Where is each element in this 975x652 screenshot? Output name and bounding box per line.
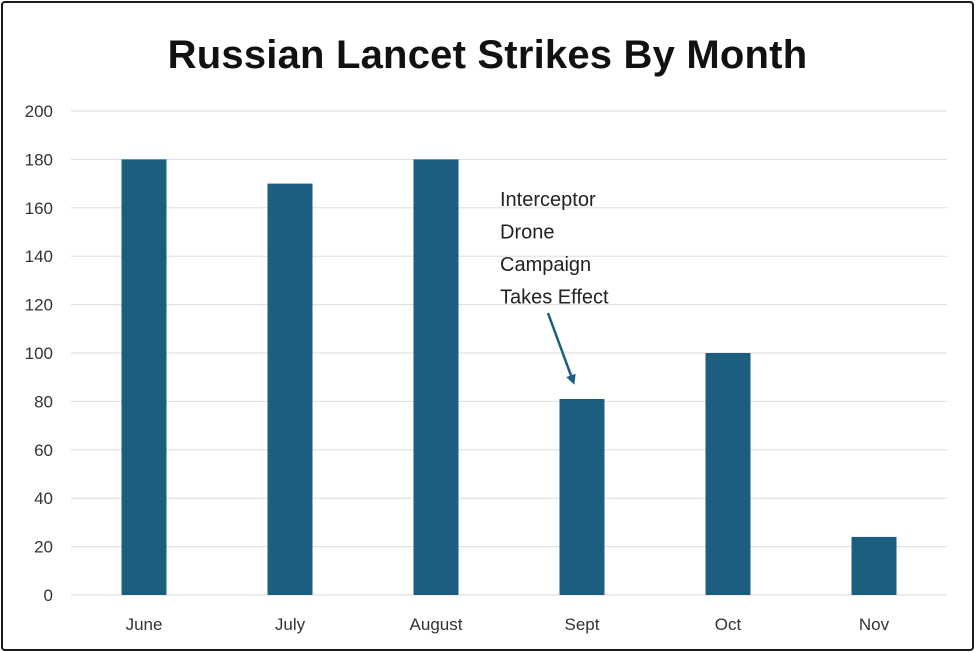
bar-oct xyxy=(705,353,751,595)
bars xyxy=(121,159,897,595)
y-tick-label: 180 xyxy=(25,150,53,169)
x-tick-label: Sept xyxy=(565,615,600,634)
bar-june xyxy=(121,159,167,595)
y-tick-label: 60 xyxy=(34,441,53,460)
y-tick-label: 200 xyxy=(25,102,53,121)
x-tick-label: Oct xyxy=(715,615,742,634)
annotation: Interceptor Drone Campaign Takes Effect xyxy=(500,189,609,385)
x-tick-label: June xyxy=(126,615,163,634)
y-tick-label: 100 xyxy=(25,344,53,363)
annotation-text-line: Campaign xyxy=(500,254,591,276)
x-tick-label: July xyxy=(275,615,306,634)
y-axis-ticks: 0 20 40 60 80 100 120 140 160 180 200 xyxy=(25,102,53,605)
y-tick-label: 20 xyxy=(34,538,53,557)
gridlines xyxy=(71,110,947,596)
y-tick-label: 160 xyxy=(25,199,53,218)
chart-title: Russian Lancet Strikes By Month xyxy=(167,33,808,77)
x-tick-label: Nov xyxy=(859,615,890,634)
bar-sept xyxy=(559,398,605,595)
bar-july xyxy=(267,183,313,595)
x-tick-label: August xyxy=(410,615,463,634)
y-tick-label: 80 xyxy=(34,392,53,411)
y-tick-label: 40 xyxy=(34,489,53,508)
x-axis-ticks: June July August Sept Oct Nov xyxy=(126,615,890,634)
bar-chart: 0 20 40 60 80 100 120 140 160 180 200 June July Augu… xyxy=(25,102,947,634)
annotation-text-line: Drone xyxy=(500,222,554,244)
annotation-arrow xyxy=(546,312,576,385)
y-tick-label: 120 xyxy=(25,296,53,315)
y-tick-label: 140 xyxy=(25,247,53,266)
annotation-text-line: Takes Effect xyxy=(500,287,609,309)
bar-august xyxy=(413,159,459,595)
annotation-text-line: Interceptor xyxy=(500,189,596,211)
bar-nov xyxy=(851,536,897,595)
y-tick-label: 0 xyxy=(44,586,53,605)
